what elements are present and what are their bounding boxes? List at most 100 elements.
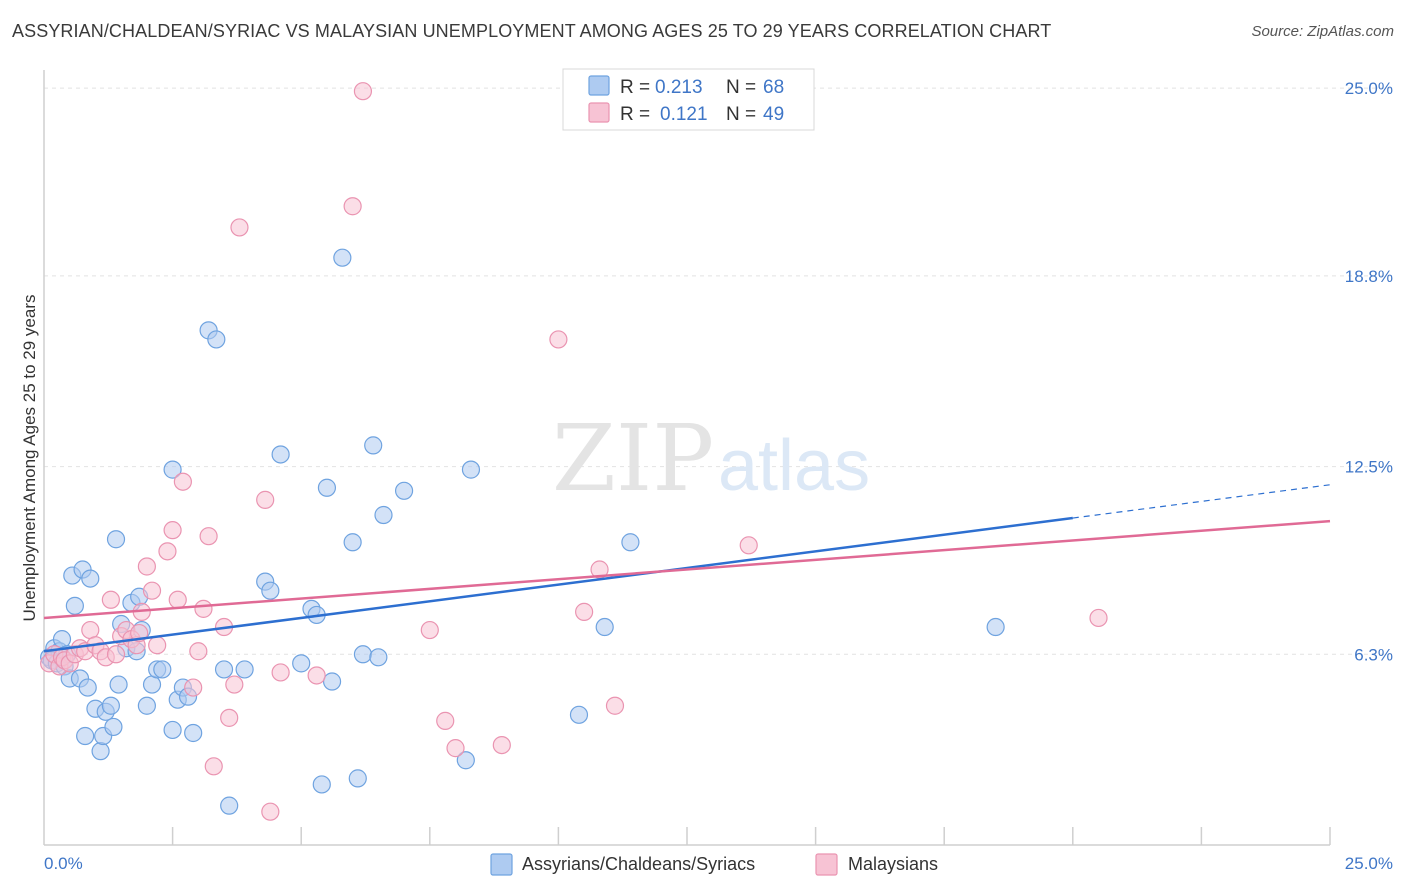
legend-n-value-1: 68 — [763, 77, 784, 98]
point-malaysians-36 — [230, 218, 249, 237]
watermark-atlas: atlas — [718, 426, 870, 506]
point-assyrians-15 — [81, 569, 100, 588]
point-assyrians-58 — [364, 436, 383, 455]
y-tick-label-1: 12.5% — [1345, 458, 1393, 477]
point-malaysians-25 — [163, 521, 182, 540]
legend-swatch-assyrians — [588, 75, 610, 96]
x-axis-ticks — [171, 827, 1331, 845]
point-assyrians-14 — [78, 678, 97, 697]
point-assyrians-53 — [322, 672, 342, 691]
point-malaysians-37 — [256, 490, 275, 509]
point-malaysians-49 — [590, 560, 609, 579]
point-assyrians-41 — [207, 330, 226, 349]
point-assyrians-43 — [220, 796, 239, 815]
point-malaysians-21 — [137, 557, 156, 576]
point-malaysians-32 — [204, 757, 223, 776]
point-assyrians-56 — [348, 769, 367, 788]
point-malaysians-39 — [271, 663, 290, 682]
chart-title: ASSYRIAN/CHALDEAN/SYRIAC VS MALAYSIAN UN… — [12, 21, 1052, 41]
point-malaysians-14 — [106, 645, 126, 664]
legend-r-value-1: 0.213 — [655, 77, 703, 98]
point-assyrians-67 — [986, 617, 1005, 637]
point-assyrians-60 — [374, 505, 393, 525]
point-assyrians-13 — [76, 726, 95, 746]
point-malaysians-34 — [220, 708, 239, 727]
point-assyrians-57 — [353, 645, 373, 664]
point-assyrians-39 — [184, 723, 203, 743]
point-malaysians-38 — [261, 802, 280, 821]
point-malaysians-43 — [420, 620, 439, 640]
point-assyrians-61 — [394, 481, 414, 500]
point-assyrians-64 — [569, 705, 589, 724]
x-tick-label-max: 25.0% — [1345, 854, 1393, 873]
point-assyrians-54 — [333, 248, 352, 267]
trend-line-assyrians — [43, 516, 1073, 653]
point-malaysians-31 — [199, 527, 218, 546]
legend: R = 0.213 N = 68 R = 0.121 N = 49 — [562, 68, 815, 131]
point-assyrians-30 — [137, 696, 156, 715]
series-legend-label-assyrians: Assyrians/Chaldeans/Syriacs — [522, 854, 755, 874]
y-tick-labels: 6.3% 12.5% 18.8% 25.0% — [1345, 79, 1393, 664]
point-malaysians-26 — [168, 590, 187, 609]
watermark: ZIP atlas — [552, 405, 870, 512]
y-tick-label-2: 18.8% — [1345, 267, 1393, 286]
point-assyrians-44 — [235, 660, 254, 679]
y-tick-label-3: 25.0% — [1345, 79, 1393, 98]
point-malaysians-13 — [101, 590, 120, 609]
gridlines — [44, 87, 1395, 655]
legend-n-value-2: 49 — [763, 104, 784, 125]
point-assyrians-17 — [91, 742, 110, 761]
point-malaysians-40 — [307, 666, 326, 685]
point-malaysians-41 — [343, 197, 362, 216]
point-assyrians-33 — [153, 660, 172, 679]
point-assyrians-48 — [292, 654, 311, 673]
point-malaysians-30 — [194, 599, 213, 618]
point-assyrians-22 — [106, 530, 126, 549]
legend-r-label-2: R = — [620, 104, 650, 125]
point-assyrians-51 — [312, 775, 331, 794]
point-assyrians-31 — [142, 675, 162, 694]
point-malaysians-52 — [1089, 608, 1108, 628]
point-malaysians-46 — [492, 735, 511, 755]
point-assyrians-34 — [163, 720, 182, 740]
point-malaysians-27 — [173, 472, 192, 491]
point-assyrians-35 — [163, 460, 182, 479]
point-assyrians-5 — [52, 630, 72, 649]
legend-r-value-2: 0.121 — [660, 104, 708, 125]
y-tick-label-0: 6.3% — [1354, 645, 1393, 664]
point-malaysians-28 — [184, 678, 203, 697]
watermark-zip: ZIP — [552, 405, 714, 512]
point-malaysians-48 — [575, 602, 594, 621]
point-assyrians-20 — [101, 696, 120, 715]
series-legend-swatch-malaysians — [815, 853, 838, 876]
trend-lines — [43, 484, 1331, 653]
point-assyrians-21 — [104, 717, 123, 737]
series-legend-swatch-assyrians — [490, 853, 513, 876]
point-malaysians-24 — [158, 542, 177, 561]
point-assyrians-23 — [109, 675, 128, 694]
point-assyrians-59 — [369, 648, 388, 667]
point-assyrians-52 — [317, 478, 337, 497]
point-malaysians-50 — [605, 696, 625, 715]
point-assyrians-47 — [271, 445, 290, 464]
point-malaysians-45 — [446, 739, 465, 758]
point-malaysians-29 — [189, 642, 208, 661]
trend-line-malaysians — [43, 519, 1331, 620]
y-axis-label: Unemployment Among Ages 25 to 29 years — [20, 295, 39, 622]
legend-swatch-malaysians — [588, 102, 610, 123]
point-assyrians-10 — [65, 596, 84, 615]
point-malaysians-22 — [142, 581, 162, 600]
point-assyrians-66 — [621, 533, 640, 552]
point-assyrians-55 — [343, 533, 362, 552]
source-attribution: Source: ZipAtlas.com — [1251, 23, 1394, 40]
data-points — [40, 82, 1108, 821]
point-malaysians-9 — [81, 620, 100, 640]
legend-n-label-2: N = — [726, 104, 756, 125]
point-assyrians-62 — [456, 751, 475, 770]
point-malaysians-47 — [549, 330, 568, 349]
point-assyrians-65 — [595, 617, 614, 637]
point-assyrians-46 — [261, 581, 280, 600]
point-malaysians-23 — [148, 636, 167, 655]
point-assyrians-42 — [214, 660, 234, 679]
